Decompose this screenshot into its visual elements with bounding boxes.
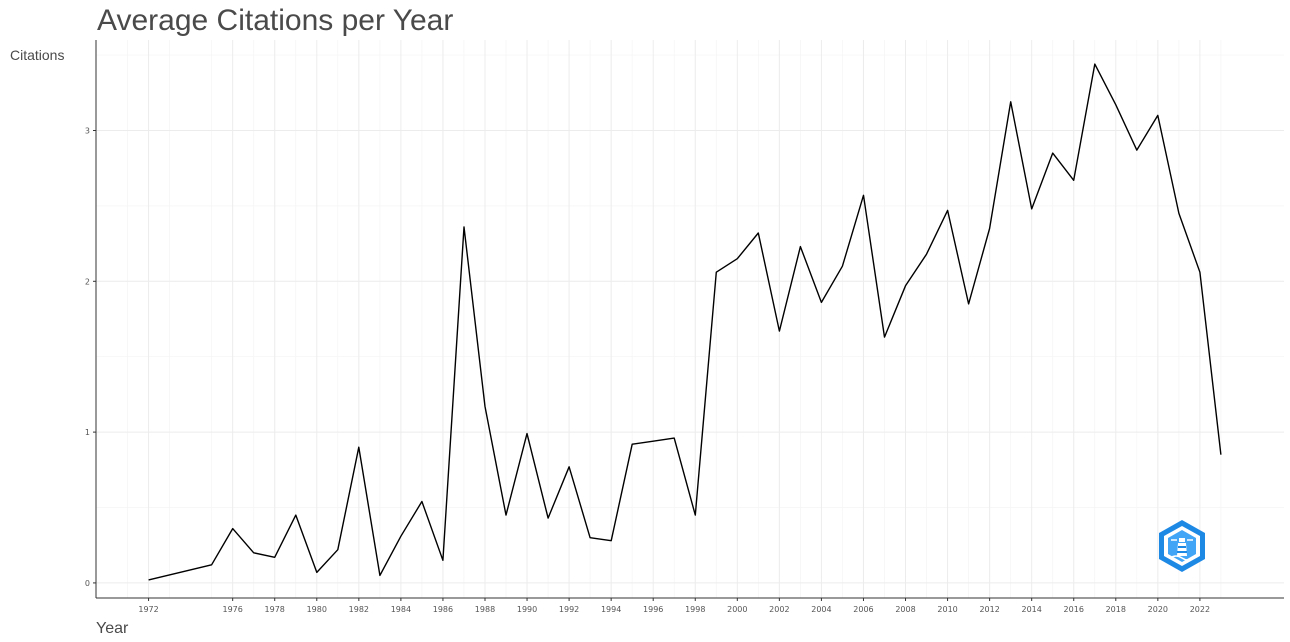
- x-tick-label: 2014: [1022, 605, 1042, 614]
- minor-gridlines: [96, 40, 1284, 598]
- x-tick-label: 1976: [222, 605, 242, 614]
- x-tick-label: 2006: [853, 605, 873, 614]
- x-tick-label: 1990: [517, 605, 537, 614]
- x-tick-label: 1988: [475, 605, 495, 614]
- x-tick-label: 2016: [1064, 605, 1084, 614]
- x-tick-label: 2012: [979, 605, 999, 614]
- x-tick-label: 1980: [307, 605, 327, 614]
- x-tick-label: 1996: [643, 605, 663, 614]
- x-tick-label: 2022: [1190, 605, 1210, 614]
- x-tick-label: 1982: [349, 605, 369, 614]
- x-tick-label: 1994: [601, 605, 621, 614]
- x-tick-label: 2000: [727, 605, 747, 614]
- x-tick-label: 2008: [895, 605, 915, 614]
- x-tick-label: 1986: [433, 605, 453, 614]
- series-group: [148, 63, 1222, 581]
- x-tick-label: 1992: [559, 605, 579, 614]
- x-axis-ticks: 1972 1976 1978 1980 1982 1984 1986 1988 1990 1992…: [138, 598, 1210, 614]
- y-axis-label: Citations: [10, 47, 65, 63]
- chart-title: Average Citations per Year: [97, 4, 454, 37]
- x-tick-label: 2020: [1148, 605, 1168, 614]
- major-gridlines: [96, 40, 1284, 598]
- x-tick-label: 1998: [685, 605, 705, 614]
- y-tick-label: 3: [85, 126, 90, 135]
- x-tick-label: 1984: [391, 605, 411, 614]
- x-axis-label: Year: [96, 620, 129, 637]
- x-tick-label: 1978: [265, 605, 285, 614]
- y-axis-ticks: 0 1 2 3: [85, 126, 96, 588]
- y-tick-label: 2: [85, 277, 90, 286]
- y-tick-label: 1: [85, 428, 90, 437]
- lighthouse-hexagon-logo-icon: [1156, 518, 1208, 574]
- axes: [95, 40, 1284, 599]
- series-line: [148, 63, 1222, 581]
- x-tick-label: 2002: [769, 605, 789, 614]
- x-tick-label: 1972: [138, 605, 158, 614]
- x-tick-label: 2018: [1106, 605, 1126, 614]
- x-tick-label: 2004: [811, 605, 831, 614]
- x-tick-label: 2010: [937, 605, 957, 614]
- y-tick-label: 0: [85, 579, 90, 588]
